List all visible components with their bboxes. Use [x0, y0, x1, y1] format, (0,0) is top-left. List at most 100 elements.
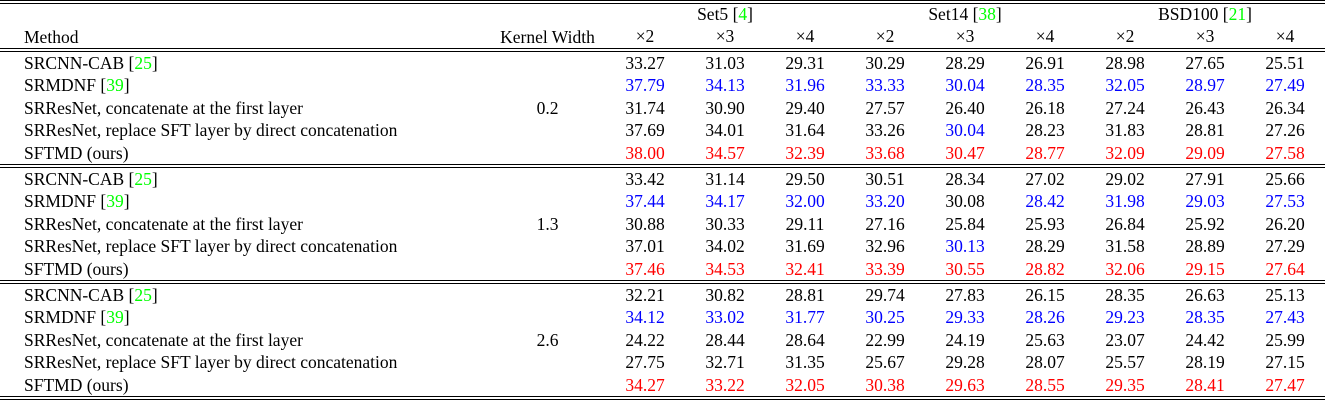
psnr-cell: 25.63	[1025, 329, 1065, 350]
psnr-cell: 29.35	[1105, 374, 1145, 395]
psnr-cell: 32.39	[785, 142, 825, 163]
method-cell: SFTMD (ours)	[24, 374, 129, 395]
psnr-cell: 29.23	[1105, 307, 1145, 328]
table-row: SFTMD (ours) 38.00 34.57 32.39 33.68 30.47 28.…	[0, 142, 1325, 166]
psnr-cell: 27.58	[1265, 142, 1305, 163]
psnr-cell: 27.83	[925, 280, 1006, 307]
psnr-cell: 31.64	[785, 120, 825, 141]
dataset-header: Set5 [4]	[697, 4, 753, 24]
psnr-cell: 30.38	[865, 374, 905, 395]
table-row: SRResNet, concatenate at the first layer…	[0, 213, 1325, 235]
psnr-cell: 30.55	[945, 258, 985, 279]
method-cell: SRMDNF [39]	[24, 191, 130, 212]
method-cell: SRResNet, concatenate at the first layer	[24, 213, 303, 234]
psnr-cell: 28.34	[925, 163, 1006, 191]
psnr-cell: 34.13	[705, 75, 745, 96]
table-row: SRResNet, replace SFT layer by direct co…	[0, 351, 1325, 373]
psnr-cell: 34.01	[705, 120, 745, 141]
psnr-cell: 33.33	[865, 75, 905, 96]
psnr-cell: 25.13	[1245, 280, 1325, 307]
table-row: SRResNet, replace SFT layer by direct co…	[0, 119, 1325, 141]
method-cell: SRMDNF [39]	[24, 75, 130, 96]
psnr-cell: 28.23	[1025, 120, 1065, 141]
psnr-cell: 32.05	[785, 374, 825, 395]
citation: 39	[106, 191, 124, 212]
method-cell: SRMDNF [39]	[24, 307, 130, 328]
psnr-cell: 27.75	[625, 352, 665, 373]
psnr-cell: 28.44	[705, 329, 745, 350]
psnr-cell: 27.91	[1165, 163, 1246, 191]
psnr-cell: 27.26	[1265, 120, 1305, 141]
psnr-cell: 26.43	[1185, 97, 1225, 118]
psnr-cell: 37.79	[625, 75, 665, 96]
psnr-cell: 31.96	[785, 75, 825, 96]
method-cell: SFTMD (ours)	[24, 258, 129, 279]
psnr-cell: 29.31	[765, 47, 846, 75]
psnr-cell: 28.29	[1025, 236, 1065, 257]
psnr-cell: 33.68	[865, 142, 905, 163]
method-cell: SRResNet, replace SFT layer by direct co…	[24, 352, 398, 373]
citation: 4	[738, 4, 748, 24]
dataset-header: BSD100 [21]	[1158, 4, 1252, 24]
method-column-header: Method	[24, 27, 79, 47]
scale-header: ×4	[1275, 26, 1295, 46]
method-cell: SRResNet, concatenate at the first layer	[24, 329, 303, 350]
psnr-cell: 27.47	[1265, 374, 1305, 395]
psnr-cell: 37.69	[625, 120, 665, 141]
psnr-cell: 27.16	[865, 213, 905, 234]
psnr-cell: 37.46	[625, 258, 665, 279]
psnr-cell: 37.01	[625, 236, 665, 257]
psnr-cell: 31.14	[685, 163, 765, 191]
psnr-cell: 26.63	[1165, 280, 1246, 307]
method-cell: SRCNN-CAB [25]	[0, 47, 490, 75]
psnr-cell: 29.28	[945, 352, 985, 373]
psnr-cell: 32.71	[705, 352, 745, 373]
psnr-cell: 30.90	[705, 97, 745, 118]
table-row: SRMDNF [39] 37.44 34.17 32.00 33.20 30.08 28.4…	[0, 190, 1325, 212]
psnr-cell: 37.44	[625, 191, 665, 212]
psnr-cell: 25.93	[1025, 213, 1065, 234]
psnr-cell: 27.43	[1265, 307, 1305, 328]
scale-header: ×3	[715, 26, 735, 46]
psnr-cell: 30.04	[945, 120, 985, 141]
psnr-cell: 34.57	[705, 142, 745, 163]
psnr-cell: 29.50	[765, 163, 846, 191]
psnr-cell: 27.49	[1265, 75, 1305, 96]
psnr-cell: 33.22	[705, 374, 745, 395]
psnr-cell: 25.99	[1265, 329, 1305, 350]
table-row: SRMDNF [39] 34.12 33.02 31.77 30.25 29.33 28.2…	[0, 306, 1325, 328]
psnr-cell: 26.40	[945, 97, 985, 118]
kernel-width-cell: 0.2	[490, 47, 605, 167]
psnr-cell: 34.27	[625, 374, 665, 395]
psnr-cell: 29.74	[845, 280, 926, 307]
table-row: SRMDNF [39] 37.79 34.13 31.96 33.33 30.04 28.3…	[0, 74, 1325, 96]
psnr-cell: 28.35	[1085, 280, 1166, 307]
citation: 25	[134, 285, 152, 306]
psnr-cell: 33.42	[605, 163, 685, 191]
psnr-cell: 27.29	[1265, 236, 1305, 257]
psnr-cell: 22.99	[865, 329, 905, 350]
citation: 39	[106, 307, 124, 328]
psnr-cell: 31.98	[1105, 191, 1145, 212]
table-row: SRResNet, concatenate at the first layer…	[0, 97, 1325, 119]
psnr-cell: 24.19	[945, 329, 985, 350]
psnr-cell: 26.34	[1265, 97, 1305, 118]
method-cell: SRResNet, concatenate at the first layer	[24, 97, 303, 118]
psnr-cell: 26.84	[1105, 213, 1145, 234]
citation: 21	[1228, 4, 1247, 24]
psnr-cell: 34.17	[705, 191, 745, 212]
psnr-cell: 24.42	[1185, 329, 1225, 350]
table-row: SRCNN-CAB [25] 1.3 33.42 31.14 29.50 30.51 28.…	[0, 163, 1325, 283]
psnr-cell: 28.77	[1025, 142, 1065, 163]
psnr-cell: 29.33	[945, 307, 985, 328]
dataset-header: Set14 [38]	[928, 4, 1002, 24]
scale-header: ×2	[875, 26, 895, 46]
scale-header: ×3	[955, 26, 975, 46]
table-row: SFTMD (ours) 37.46 34.53 32.41 33.39 30.55 28.…	[0, 258, 1325, 282]
kernel-width-cell: 1.3	[490, 164, 605, 283]
kernel-width-column-header: Kernel Width	[500, 27, 595, 47]
psnr-cell: 28.07	[1025, 352, 1065, 373]
psnr-cell: 25.67	[865, 352, 905, 373]
psnr-cell: 27.57	[865, 97, 905, 118]
psnr-cell: 28.55	[1025, 374, 1065, 395]
